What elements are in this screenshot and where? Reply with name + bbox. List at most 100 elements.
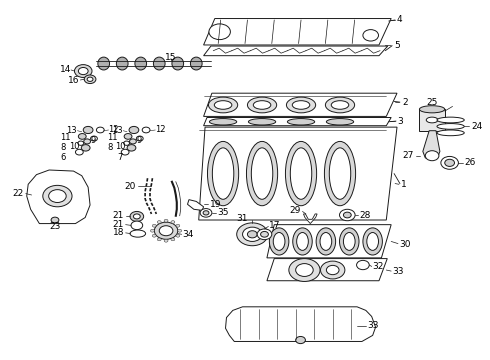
Ellipse shape — [253, 101, 271, 109]
Polygon shape — [419, 109, 445, 131]
Circle shape — [289, 258, 320, 282]
Circle shape — [84, 75, 96, 84]
Text: 16: 16 — [68, 76, 79, 85]
Circle shape — [357, 260, 369, 270]
Ellipse shape — [191, 57, 202, 70]
Ellipse shape — [437, 123, 464, 129]
Circle shape — [176, 234, 180, 237]
Circle shape — [91, 136, 98, 141]
Ellipse shape — [316, 228, 336, 255]
Ellipse shape — [286, 141, 317, 206]
Circle shape — [49, 190, 66, 203]
Circle shape — [445, 159, 455, 166]
Text: 13: 13 — [66, 126, 77, 135]
Text: 23: 23 — [49, 222, 61, 231]
Text: 34: 34 — [183, 230, 194, 239]
Ellipse shape — [288, 118, 315, 125]
Circle shape — [123, 141, 129, 145]
Ellipse shape — [116, 57, 128, 70]
Text: 8: 8 — [60, 143, 66, 152]
Polygon shape — [203, 117, 391, 126]
Circle shape — [129, 139, 136, 144]
Ellipse shape — [207, 141, 239, 206]
Circle shape — [295, 337, 305, 343]
Circle shape — [176, 224, 180, 227]
Circle shape — [157, 238, 161, 241]
Circle shape — [152, 234, 156, 237]
Circle shape — [340, 209, 355, 221]
Text: 21: 21 — [113, 211, 124, 220]
Text: 10: 10 — [115, 141, 125, 150]
Text: 26: 26 — [464, 158, 476, 167]
Polygon shape — [267, 258, 387, 281]
Ellipse shape — [209, 118, 237, 125]
Text: 30: 30 — [399, 240, 411, 249]
Text: 21: 21 — [113, 220, 124, 229]
Circle shape — [257, 229, 272, 240]
Circle shape — [152, 224, 156, 227]
Text: 1: 1 — [401, 180, 407, 189]
Ellipse shape — [293, 228, 312, 255]
Text: 32: 32 — [373, 262, 384, 271]
Text: 4: 4 — [397, 15, 403, 24]
Polygon shape — [203, 46, 388, 56]
Circle shape — [78, 141, 84, 145]
Ellipse shape — [296, 233, 308, 250]
Polygon shape — [267, 225, 391, 258]
Text: 13: 13 — [112, 126, 122, 135]
Ellipse shape — [326, 118, 354, 125]
Text: 11: 11 — [60, 133, 71, 142]
Ellipse shape — [135, 57, 147, 70]
Ellipse shape — [292, 101, 310, 109]
Ellipse shape — [209, 24, 230, 40]
Circle shape — [243, 227, 262, 242]
Ellipse shape — [367, 233, 378, 250]
Ellipse shape — [325, 97, 355, 113]
Text: 2: 2 — [402, 98, 408, 107]
Ellipse shape — [363, 30, 378, 41]
Circle shape — [320, 261, 345, 279]
Ellipse shape — [340, 228, 359, 255]
Text: 6: 6 — [60, 153, 66, 162]
Text: 22: 22 — [13, 189, 24, 198]
Text: 11: 11 — [107, 133, 117, 142]
Circle shape — [124, 134, 132, 139]
Circle shape — [343, 212, 351, 218]
Ellipse shape — [153, 57, 165, 70]
Text: 33: 33 — [392, 267, 404, 276]
Polygon shape — [203, 93, 397, 116]
Ellipse shape — [343, 233, 355, 250]
Circle shape — [78, 134, 86, 139]
Text: 19: 19 — [210, 200, 221, 209]
Circle shape — [136, 136, 143, 141]
Ellipse shape — [331, 101, 349, 109]
Circle shape — [75, 149, 83, 155]
Ellipse shape — [290, 148, 312, 199]
Circle shape — [171, 238, 175, 241]
Ellipse shape — [248, 118, 276, 125]
Ellipse shape — [426, 117, 438, 123]
Polygon shape — [199, 127, 397, 220]
Circle shape — [159, 226, 173, 236]
Ellipse shape — [247, 97, 277, 113]
Text: 10: 10 — [69, 141, 79, 150]
Text: 27: 27 — [402, 151, 414, 160]
Circle shape — [133, 214, 140, 219]
Polygon shape — [303, 214, 317, 224]
Circle shape — [129, 126, 139, 134]
Ellipse shape — [246, 141, 278, 206]
Circle shape — [425, 151, 439, 161]
Text: 15: 15 — [165, 53, 177, 62]
Circle shape — [164, 219, 168, 222]
Circle shape — [130, 211, 144, 221]
Circle shape — [74, 64, 92, 77]
Ellipse shape — [363, 228, 382, 255]
Text: 25: 25 — [426, 98, 438, 107]
Polygon shape — [423, 131, 440, 159]
Text: 18: 18 — [113, 228, 124, 237]
Polygon shape — [188, 200, 203, 210]
Ellipse shape — [324, 141, 356, 206]
Text: 12: 12 — [155, 126, 165, 135]
Text: 35: 35 — [217, 208, 229, 217]
Text: 5: 5 — [394, 41, 400, 50]
